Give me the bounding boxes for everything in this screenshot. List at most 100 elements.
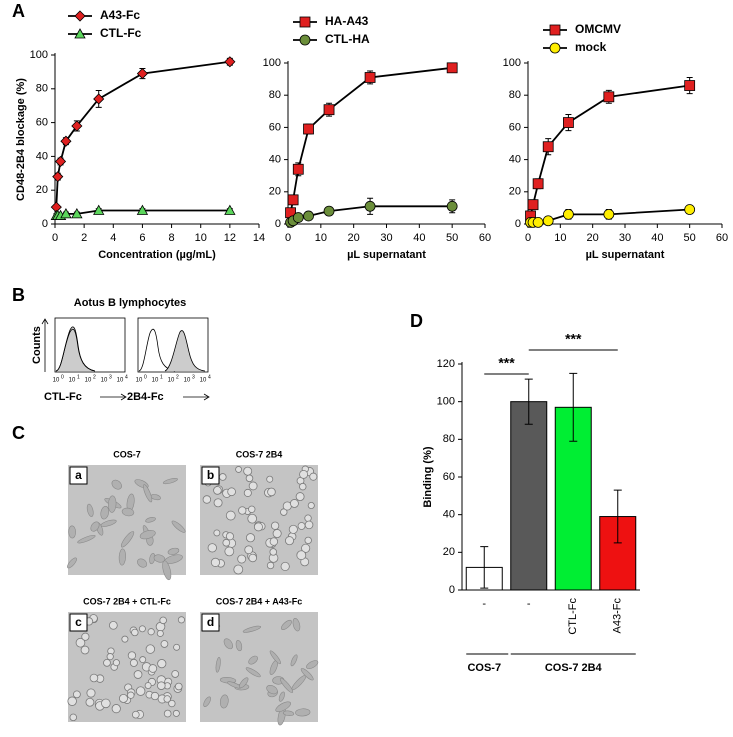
x-tick-exponent: 3 [192, 374, 195, 380]
cell [133, 670, 143, 679]
cell [131, 628, 139, 637]
cell [280, 619, 292, 631]
series-line [289, 66, 453, 213]
cell [225, 532, 234, 541]
y-axis-title: Binding (%) [422, 446, 434, 507]
y-tick-label: 60 [443, 471, 455, 483]
marker [54, 155, 67, 168]
x-tick-label: 50 [446, 232, 458, 244]
cell [137, 558, 148, 568]
cell [248, 505, 256, 513]
series-line [529, 84, 690, 217]
legend-label: CTL-Fc [100, 26, 142, 40]
marker [299, 34, 311, 46]
cell [121, 507, 135, 517]
panel-label: D [410, 311, 423, 331]
cell [225, 510, 236, 521]
cell [157, 659, 167, 669]
marker [364, 72, 376, 83]
error-bar [524, 378, 533, 425]
x-tick-label: 14 [253, 232, 265, 244]
x-tick-exponent: 1 [77, 374, 80, 380]
cell [243, 466, 253, 476]
marker [303, 210, 314, 222]
cell [299, 469, 309, 479]
cell [160, 640, 169, 648]
cell [112, 659, 120, 667]
x-tick-label: 40 [651, 232, 663, 244]
image-title: COS-7 [113, 449, 141, 459]
cell [177, 616, 185, 624]
error-bar [613, 489, 622, 544]
marker [224, 204, 236, 215]
cell [301, 543, 311, 553]
cell [266, 684, 278, 695]
histogram-frame [137, 317, 209, 373]
x-tick-label: 10 [101, 378, 108, 384]
cell [296, 550, 307, 561]
cell [68, 525, 76, 539]
marker [446, 62, 458, 74]
marker [52, 171, 64, 183]
cell [233, 564, 244, 575]
marker [542, 215, 554, 227]
x-axis-title: CTL-Fc [44, 391, 82, 403]
y-tick-label: 100 [30, 49, 48, 61]
marker [136, 68, 148, 80]
image-title: COS-7 2B4 [236, 449, 283, 459]
y-tick-label: 20 [269, 186, 281, 198]
cell [266, 561, 275, 570]
cell [288, 524, 298, 534]
cell [157, 681, 166, 690]
x-tick-label: 2 [81, 232, 87, 244]
y-tick-label: 80 [509, 89, 521, 101]
cell [245, 667, 261, 678]
marker [527, 199, 539, 211]
marker [303, 123, 314, 135]
y-tick-label: 0 [515, 218, 521, 230]
cell [292, 617, 301, 632]
cell [290, 654, 298, 667]
y-tick-label: 60 [36, 117, 48, 129]
y-tick-label: 20 [443, 546, 455, 558]
cell [75, 637, 86, 648]
cell [101, 698, 111, 709]
marker [563, 117, 574, 128]
cell [269, 548, 278, 556]
cell [67, 696, 77, 706]
x-axis-title: µL supernatant [347, 249, 426, 261]
x-tick-label: - [527, 598, 531, 610]
cell [143, 484, 153, 503]
marker [542, 141, 554, 153]
cell [245, 533, 256, 543]
cell [202, 495, 212, 504]
x-axis-title: Concentration (µg/mL) [98, 249, 216, 261]
legend-label: A43-Fc [100, 8, 140, 22]
cell [227, 487, 236, 497]
significance-label: *** [565, 331, 582, 347]
x-tick-label: 12 [224, 232, 236, 244]
marker [549, 42, 561, 54]
cell [272, 529, 282, 539]
cell [282, 710, 295, 717]
cell [253, 522, 263, 532]
x-tick-label: CTL-Fc [567, 598, 579, 635]
cell [86, 688, 96, 698]
marker [224, 56, 236, 68]
x-tick-label: 0 [525, 232, 531, 244]
legend-label: OMCMV [575, 22, 621, 36]
cell [150, 691, 160, 701]
cell [111, 479, 122, 490]
cell [207, 543, 217, 553]
cell [203, 696, 211, 708]
histogram [138, 328, 176, 372]
cell [280, 561, 290, 572]
x-tick-label: 6 [139, 232, 145, 244]
cell [295, 492, 305, 502]
y-tick-label: 40 [36, 150, 48, 162]
cell [108, 495, 117, 513]
cell [67, 557, 77, 569]
cell [306, 660, 319, 670]
panel-b-histograms [41, 317, 210, 401]
y-tick-label: 40 [509, 154, 521, 166]
